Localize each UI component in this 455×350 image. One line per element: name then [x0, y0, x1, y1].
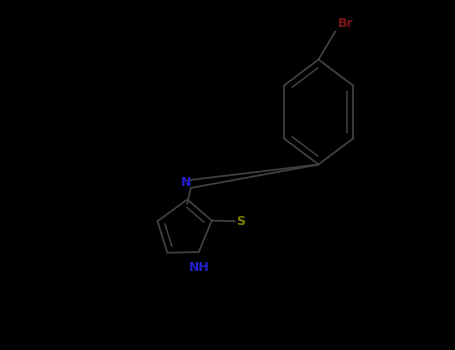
- Text: NH: NH: [189, 261, 210, 274]
- Text: Br: Br: [338, 17, 353, 30]
- Text: S: S: [237, 215, 246, 228]
- Text: N: N: [182, 176, 192, 189]
